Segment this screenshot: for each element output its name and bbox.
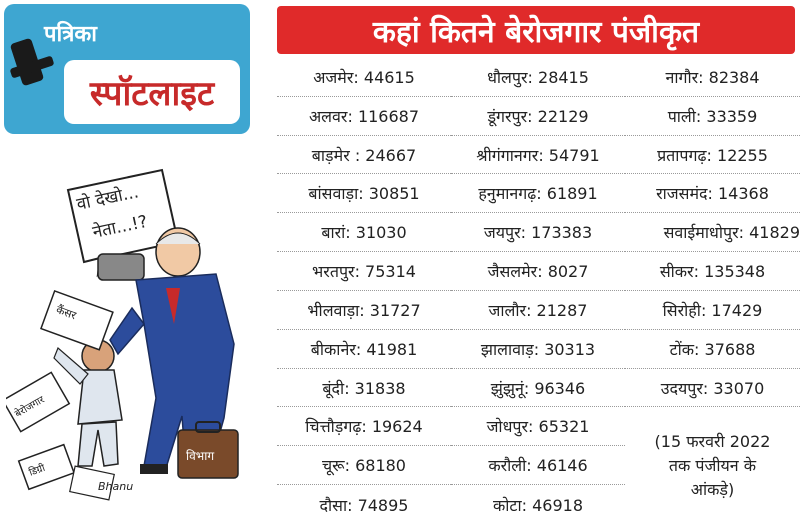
district-entry: जयपुर: 173383 [451,213,625,253]
district-entry: करौली: 46146 [451,446,625,486]
papers: कैंसर बेरोजगार डिग्री [6,289,115,501]
speech-bubble: वो देखो... नेता...!? [66,168,180,278]
district-entry: बारां: 31030 [277,213,451,253]
district-entry: झालावाड़: 30313 [451,330,625,369]
district-entry: अलवर: 116687 [277,97,451,136]
district-entry: नागौर: 82384 [625,58,800,97]
district-entry: जोधपुर: 65321 [451,407,625,447]
district-entry: चित्तौड़गढ़: 19624 [277,407,451,447]
spotlight-title-box: स्पॉटलाइट [64,60,240,124]
district-entry: दौसा: 74895 [319,495,409,515]
spotlight-title: स्पॉटलाइट [89,74,215,114]
district-entry: सीकर: 135348 [625,252,800,291]
district-entry: धौलपुर: 28415 [451,58,625,97]
data-note-line-3: आंकड़े) [690,479,735,499]
district-entry: डूंगरपुर: 22129 [451,97,625,136]
spotlight-header: पत्रिका स्पॉटलाइट [4,4,250,134]
title-banner: कहां कितने बेरोजगार पंजीकृत [277,6,795,54]
district-entry: श्रीगंगानगर: 54791 [451,136,625,175]
district-entry: उदयपुर: 33070 [625,369,800,408]
district-table: अजमेर: 44615 अलवर: 116687 बाड़मेर : 2466… [277,58,800,524]
district-entry: हनुमानगढ़: 61891 [451,174,625,214]
district-entry: प्रतापगढ़: 12255 [625,136,800,175]
data-note-line-2: तक पंजीयन के [668,455,757,475]
district-entry: चूरू: 68180 [277,446,451,486]
district-entry: राजसमंद: 14368 [625,174,800,214]
data-note: (15 फरवरी 2022 तक पंजीयन के आंकड़े) [625,407,800,524]
district-entry: कोटा: 46918 [492,495,583,515]
cartoon-illustration: वो देखो... नेता...!? विभाग कैंसर बेरोजगा… [6,168,239,501]
district-entry: भीलवाड़ा: 31727 [277,291,451,330]
district-entry: जालौर: 21287 [451,291,625,330]
district-entry: अजमेर: 44615 [277,58,451,97]
district-entry: सिरोही: 17429 [625,291,800,330]
unemployed-man-figure [53,339,123,467]
district-entry: बांसवाड़ा: 30851 [277,174,451,214]
district-entry: सवाईमाधोपुर: 41829 [625,213,800,253]
district-entry: झुंझुनूं: 96346 [451,369,625,408]
district-entry: बूंदी: 31838 [277,369,451,408]
data-note-line-1: (15 फरवरी 2022 [654,431,771,451]
district-entry: बीकानेर: 41981 [277,330,451,369]
district-entry: पाली: 33359 [625,97,800,136]
brand-name: पत्रिका [44,22,97,47]
district-entry: बाड़मेर : 24667 [277,136,451,175]
binoculars-icon [97,253,145,281]
paper-3-label: डिग्री [27,462,47,479]
district-entry: जैसलमेर: 8027 [451,252,625,291]
briefcase-label: विभाग [186,449,214,463]
district-entry: टोंक: 37688 [625,330,800,369]
page-title: कहां कितने बेरोजगार पंजीकृत [372,14,700,50]
cartoonist-signature: Bhanu [98,480,133,493]
district-entry: भरतपुर: 75314 [277,252,451,291]
briefcase-icon: विभाग [177,421,239,479]
